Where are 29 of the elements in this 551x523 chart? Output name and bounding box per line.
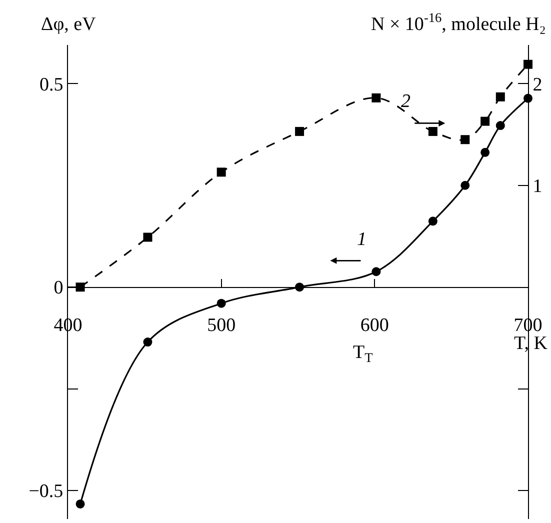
y-tick-label: −0.5 <box>28 481 64 502</box>
point <box>216 168 226 177</box>
y2-tick-label: 1 <box>532 176 542 198</box>
y2-tick-label: 2 <box>532 74 542 96</box>
point <box>372 267 381 276</box>
point <box>480 116 490 126</box>
x-axis-title: T, K <box>514 333 548 354</box>
point <box>480 148 490 157</box>
point <box>460 180 470 190</box>
point <box>372 93 381 102</box>
point <box>216 298 226 308</box>
annotation: 2 <box>401 91 411 112</box>
point <box>295 126 304 136</box>
x-tick-label: 600 <box>360 314 389 336</box>
point <box>76 499 85 508</box>
point <box>143 338 152 347</box>
annotation: T$_{T}$ <box>353 342 373 365</box>
annotation: 1 <box>357 229 366 250</box>
y2-axis-title: N × 10$^{-16}$, molecule H₂ <box>371 10 546 35</box>
point <box>496 92 505 102</box>
y-axis-title: Δφ, eV <box>41 14 96 35</box>
point <box>428 126 438 136</box>
point <box>428 216 438 226</box>
point <box>460 135 470 144</box>
y-tick-label: 0.5 <box>39 74 64 96</box>
point <box>496 121 505 130</box>
point <box>143 232 152 242</box>
y-tick-label: 0 <box>54 278 64 299</box>
x-tick-label: 500 <box>207 314 236 336</box>
